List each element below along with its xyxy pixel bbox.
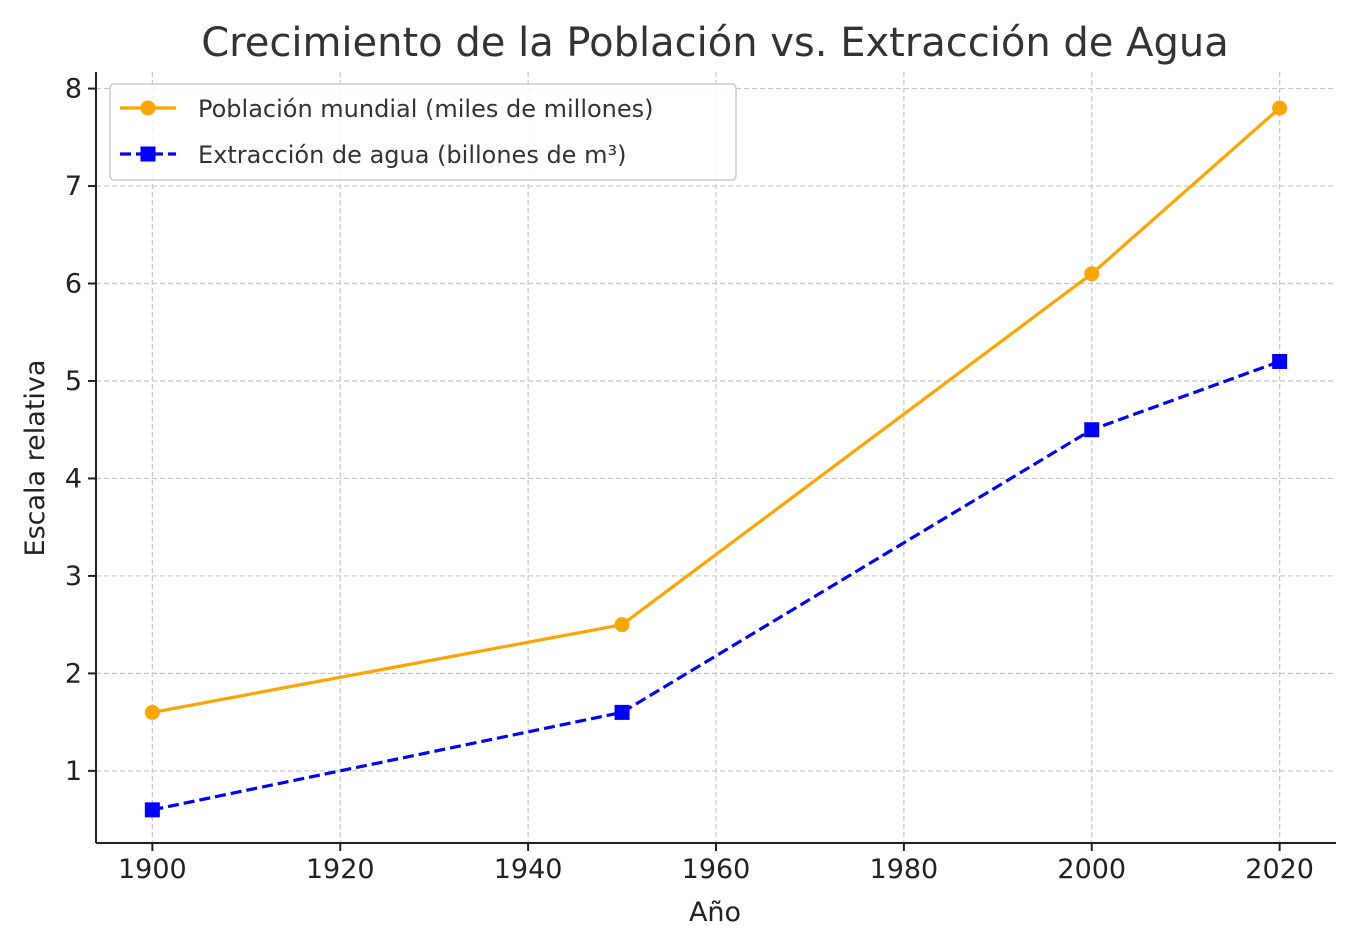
y-tick-label: 6	[65, 269, 82, 300]
data-point-marker	[1084, 266, 1100, 282]
chart-title: Crecimiento de la Población vs. Extracci…	[201, 20, 1229, 66]
data-point-marker	[614, 617, 630, 633]
x-axis-label: Año	[689, 897, 741, 928]
data-point-marker	[1272, 353, 1288, 369]
x-gridlines	[151, 72, 1281, 843]
y-axis-ticks: 1 2 3 4 5 6 7 8	[65, 74, 96, 787]
y-axis-label: Escala relativa	[20, 360, 51, 557]
series-1	[144, 100, 1288, 720]
legend-label: Población mundial (miles de millones)	[198, 95, 654, 123]
y-tick-label: 8	[65, 74, 82, 105]
x-tick-label: 1960	[682, 854, 751, 885]
y-tick-label: 3	[65, 561, 82, 592]
x-tick-label: 1980	[870, 854, 939, 885]
y-tick-label: 2	[65, 658, 82, 689]
data-point-marker	[1272, 100, 1288, 116]
x-tick-label: 1900	[118, 854, 187, 885]
series-2	[144, 353, 1288, 818]
x-tick-label: 2020	[1245, 854, 1314, 885]
legend-label: Extracción de agua (billones de m³)	[198, 141, 626, 169]
y-tick-label: 5	[65, 366, 82, 397]
data-point-marker	[1084, 422, 1100, 438]
data-point-marker	[144, 802, 160, 818]
x-axis-ticks: 1900 1920 1940 1960 1980 2000 2020	[118, 843, 1314, 885]
legend: Población mundial (miles de millones) Ext…	[109, 83, 737, 181]
legend-marker	[140, 100, 156, 116]
plot-series	[144, 100, 1288, 818]
legend-item-1: Población mundial (miles de millones)	[120, 95, 654, 123]
y-tick-label: 1	[65, 756, 82, 787]
data-point-marker	[614, 704, 630, 720]
x-tick-label: 1940	[494, 854, 563, 885]
x-tick-label: 2000	[1057, 854, 1126, 885]
y-tick-label: 7	[65, 171, 82, 202]
data-point-marker	[144, 704, 160, 720]
y-tick-label: 4	[65, 463, 82, 494]
legend-marker	[140, 146, 156, 162]
legend-items: Población mundial (miles de millones) Ext…	[120, 95, 654, 169]
series-line	[152, 359, 1281, 812]
legend-box	[109, 83, 737, 181]
legend-item-2: Extracción de agua (billones de m³)	[120, 141, 626, 169]
series-line	[152, 106, 1281, 714]
x-tick-label: 1920	[306, 854, 375, 885]
